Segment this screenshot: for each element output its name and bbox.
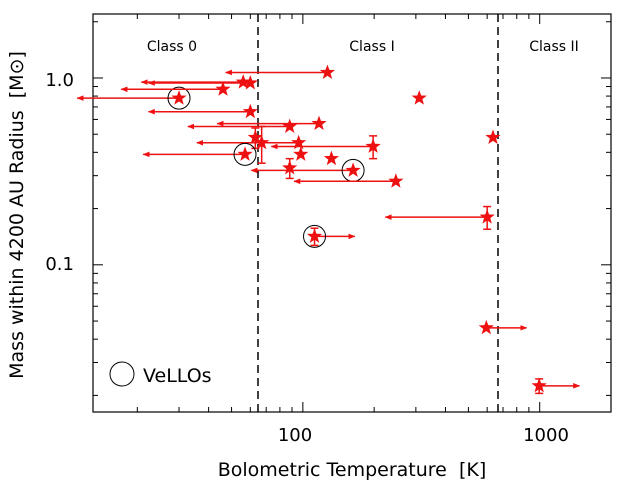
data-point-star [171,90,187,105]
data-point-star [254,134,270,150]
data-point-star [242,103,258,119]
data-point-star [242,75,258,90]
data-point-star [323,150,340,166]
data-point-star [291,134,307,150]
y-tick-label-1: 1.0 [45,70,74,91]
data-point-star [306,228,323,243]
data-point-star [215,81,231,96]
y-axis-label: Mass within 4200 AU Radius [M⊙] [6,51,28,379]
data-point-star [479,209,495,224]
data-point-star [237,146,253,161]
plot-frame [92,13,612,413]
data-point-star [319,64,336,79]
data-point-star [388,173,404,188]
data-point-star [235,74,251,89]
legend-vello-label: VeLLOs [143,365,212,387]
data-point-star [282,118,298,133]
data-point-star [531,377,547,393]
x-axis-label: Bolometric Temperature [K] [218,459,487,481]
class-I-label: Class I [349,39,394,55]
data-point-star [478,319,494,335]
vello-circle [167,86,191,110]
data-point-star [411,90,427,105]
data-point-star [345,162,361,177]
data-points [76,64,581,395]
y-tick-label-0: 0.1 [45,254,74,275]
class-0-label: Class 0 [147,39,197,55]
class-II-label: Class II [529,39,579,55]
axis-ticks [93,14,612,412]
data-point-star [365,138,381,153]
data-point-star [485,129,501,144]
x-tick-label-0: 100 [278,425,312,446]
legend-vello-circle [109,361,135,387]
data-point-star [293,146,309,161]
x-tick-label-1: 1000 [523,425,569,446]
data-point-star [247,129,263,144]
data-point-star [282,159,298,175]
data-point-star [311,115,327,131]
vello-circle [303,224,327,248]
vello-circle [233,142,257,166]
